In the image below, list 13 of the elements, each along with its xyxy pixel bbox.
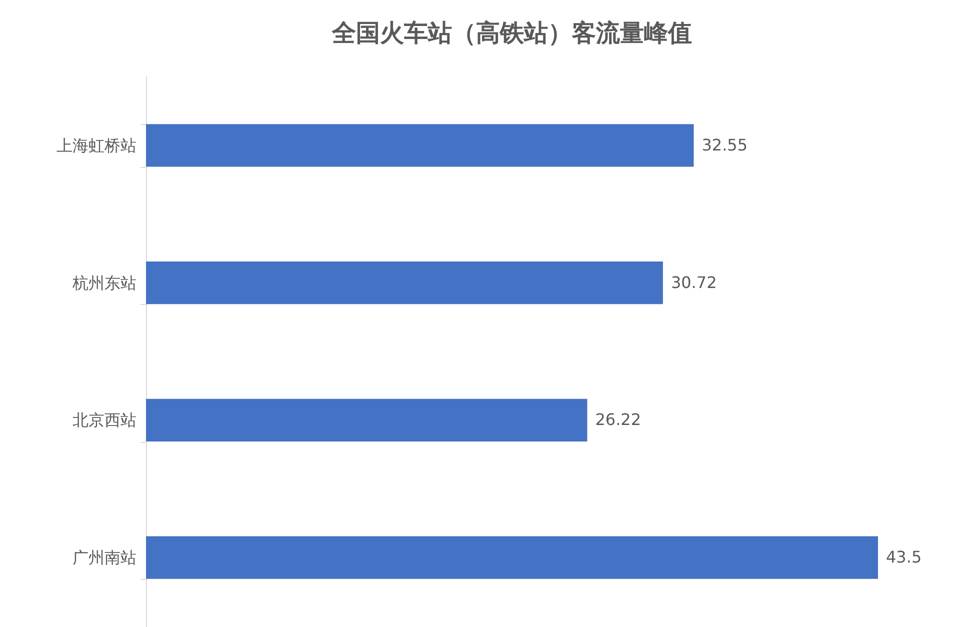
data-label: 43.5 — [886, 548, 922, 567]
y-tick-label: 上海虹桥站 — [56, 136, 136, 155]
y-tick-label: 杭州东站 — [72, 273, 136, 292]
chart-title: 全国火车站（高铁站）客流量峰值 — [331, 19, 692, 47]
bar — [146, 536, 878, 579]
bar — [146, 398, 588, 442]
y-tick-label: 北京西站 — [72, 410, 136, 430]
y-tick-label: 广州南站 — [72, 548, 136, 568]
bar — [146, 124, 694, 167]
data-label: 30.72 — [670, 272, 717, 292]
data-label: 26.22 — [595, 410, 642, 430]
bar — [146, 262, 663, 304]
data-label: 32.55 — [702, 135, 748, 154]
